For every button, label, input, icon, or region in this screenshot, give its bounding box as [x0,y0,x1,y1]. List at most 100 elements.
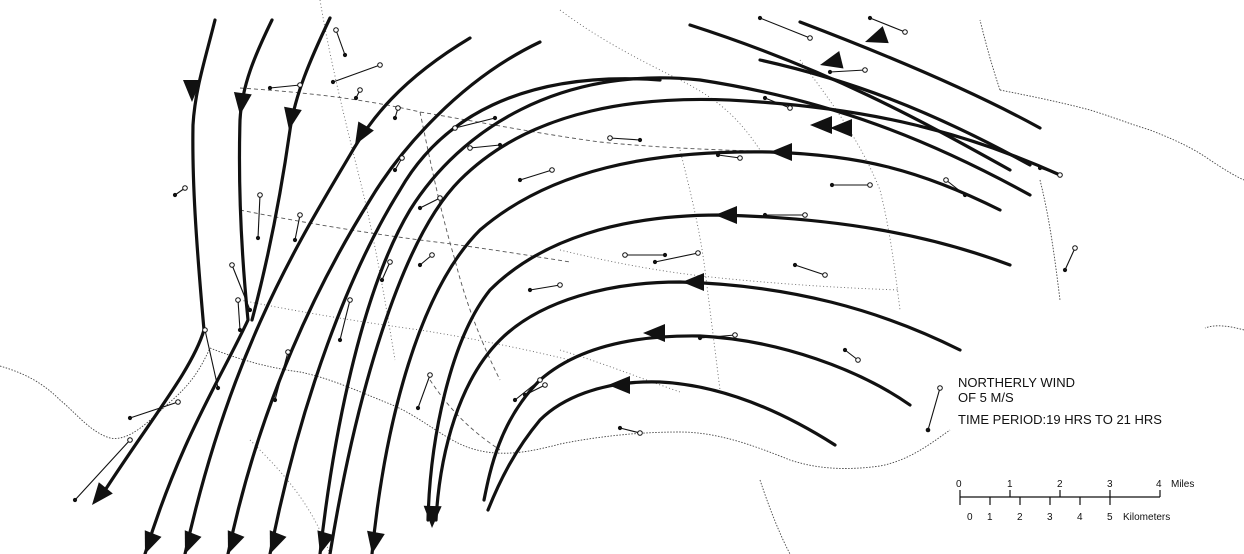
wind-vector [392,105,401,121]
wind-vectors-layer [72,15,1078,503]
streamline-arrowhead [367,530,385,554]
wind-vector [842,347,861,363]
scale-km-tick-0: 0 [967,512,973,523]
streamline-path [798,20,1042,130]
streamline [426,206,1012,522]
legend: NORTHERLY WIND OF 5 M/S TIME PERIOD:19 H… [925,375,1162,433]
streamline [434,273,962,522]
streamline-arrowhead [317,530,335,554]
streamline-arrowhead [92,482,113,505]
streamline-arrowhead [144,530,162,554]
wind-vector [829,182,873,188]
streamline-path [226,40,542,554]
streamline-arrowhead [423,505,442,528]
streamline [250,16,332,322]
streamline-arrowhead [284,106,302,130]
wind-vector [512,377,543,403]
wind-vector [762,95,793,111]
wind-vector [697,332,738,341]
scale-km-tick-2: 2 [1017,512,1023,523]
streamline-path [268,77,662,554]
wind-vector [229,262,253,313]
wind-vector [392,155,405,173]
streamline-path [434,280,962,522]
streamline-path [482,334,912,502]
streamline [486,376,837,512]
streamline-arrowhead [608,376,630,394]
streamline [183,36,472,554]
streamline-end [367,530,385,554]
scale-mile-tick-4: 4 [1156,479,1162,490]
streamline [226,40,542,554]
legend-line-2: OF 5 M/S [958,390,1014,405]
wind-vector [617,425,643,436]
streamline-path [758,58,1032,167]
wind-vector [415,372,433,411]
streamline [482,324,912,502]
wind-vector [622,252,668,258]
streamline-arrowhead [830,119,852,137]
scale-miles-unit: Miles [1171,479,1194,490]
streamline-arrowhead [227,530,245,554]
wind-vector [943,177,968,198]
streamline [143,18,274,554]
streamline-arrowhead [715,206,737,224]
streamline-path [143,18,274,554]
streamline-end [184,530,202,554]
wind-vector [867,15,908,35]
scale-km-tick-4: 4 [1077,512,1083,523]
streamline-arrowhead [269,530,287,554]
streamline-arrowhead [820,50,844,69]
legend-line-3: TIME PERIOD:19 HRS TO 21 HRS [958,412,1162,427]
wind-vector [379,259,393,283]
streamline-path [328,97,1062,554]
wind-vector [607,135,643,143]
legend-line-1: NORTHERLY WIND [958,375,1075,390]
wind-vector [292,212,303,243]
wind-vector [522,382,548,398]
wind-vector [762,212,808,218]
wind-vector [1062,245,1078,273]
streamline-arrowhead [355,121,374,145]
streamline-end [269,530,287,554]
streamline-end [92,482,113,505]
scale-mile-tick-3: 3 [1107,479,1113,490]
scale-mile-tick-2: 2 [1057,479,1063,490]
wind-vector [202,327,221,391]
streamline-arrowhead [770,143,792,161]
wind-vector [272,349,291,403]
streamline-arrowhead [184,530,202,554]
wind-vector [330,62,383,85]
streamline [318,76,1032,554]
scale-km-tick-3: 3 [1047,512,1053,523]
scale-mile-tick-1: 1 [1007,479,1013,490]
wind-vector [172,185,188,198]
wind-vector [333,27,348,58]
streamline-path [370,150,1002,554]
streamline-end [423,505,442,528]
streamline-arrowhead [810,116,832,134]
wind-vector [267,82,303,91]
streamline-path [486,380,837,512]
streamline-arrowhead [643,324,665,342]
streamline-path [688,23,1012,172]
wind-vector [792,262,828,278]
streamline [370,143,1002,554]
wind-vector [757,15,813,41]
streamline-arrowhead [865,26,889,44]
wind-vector [652,250,701,265]
streamline-end [317,530,335,554]
streamlines-layer [92,16,1062,554]
wind-vector [715,152,743,161]
wind-vector [235,297,243,333]
wind-vector [417,252,435,268]
wind-vector [1037,165,1063,178]
streamline-path [426,213,1012,522]
legend-sample-vector [925,385,943,433]
wind-vector [353,87,363,101]
wind-vector [467,142,503,151]
wind-vector [337,297,353,343]
streamline [328,97,1062,554]
wind-vector [417,195,443,211]
wind-vector [255,192,263,241]
